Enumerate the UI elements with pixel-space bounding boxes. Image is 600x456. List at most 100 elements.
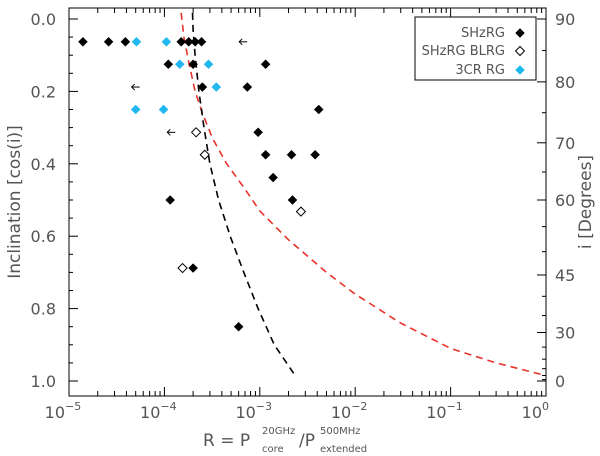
y-left-tick-label: 0.8 [31, 300, 56, 319]
filled-diamond-marker [163, 59, 174, 70]
x-tick-label-exponent: −3 [256, 400, 272, 413]
upper-limit-arrow-head [130, 83, 136, 91]
filled-diamond-marker [78, 36, 88, 47]
x-tick-label-base: 10 [45, 403, 65, 422]
legend-marker-shzrg [515, 28, 525, 38]
y-right-tick-label: 70 [555, 134, 575, 153]
filled-diamond-marker [158, 104, 169, 115]
x-tick-labels: 10 −5 10 −4 10 −3 10 −2 10 −1 10 0 [45, 400, 549, 422]
filled-diamond-marker [176, 36, 187, 47]
filled-diamond-marker [161, 36, 172, 47]
legend-marker-shzrg-blrg [514, 45, 526, 57]
upper-limit-arrow [166, 128, 176, 136]
x-tick-label-exponent: −5 [65, 400, 81, 413]
filled-diamond-marker [188, 263, 198, 273]
axis-ticks [68, 8, 547, 396]
x-tick-label-exponent: −1 [447, 400, 463, 413]
x-tick-label-exponent: −2 [351, 400, 367, 413]
legend-label-shzrg-blrg: SHzRG BLRG [422, 44, 505, 59]
x-title-prefix: R = P [203, 431, 250, 451]
x-tick-label-base: 10 [140, 403, 160, 422]
open-diamond-marker [295, 206, 307, 217]
y-right-tick-label: 90 [555, 10, 575, 29]
filled-diamond-marker [287, 195, 298, 205]
x-tick-label: 10 −4 [140, 400, 177, 422]
y-right-axis-title: i [Degrees] [576, 155, 596, 249]
data-points [78, 36, 324, 332]
y-left-tick-label: 1.0 [31, 372, 56, 391]
filled-diamond-marker [196, 36, 207, 47]
filled-diamond-marker [130, 104, 141, 115]
upper-limit-arrow-head [238, 38, 243, 46]
series-3cr-rg [130, 36, 222, 115]
y-left-tick-label: 0.4 [31, 155, 56, 174]
y-right-tick-label: 0 [555, 372, 565, 391]
filled-diamond-marker [260, 149, 271, 160]
filled-diamond-marker [260, 59, 271, 70]
x-title-ext-sup: 500MHz [320, 426, 360, 437]
upper-limit-arrows [130, 38, 248, 136]
upper-limit-arrow-head [166, 128, 171, 136]
x-tick-label-base: 10 [522, 403, 542, 422]
filled-diamond-marker [211, 82, 222, 92]
open-diamond-marker [190, 127, 202, 138]
x-title-slash: /P [299, 431, 315, 451]
filled-diamond-marker [188, 59, 198, 70]
x-tick-label: 10 −3 [235, 400, 272, 422]
x-axis-title: R = P 20GHz core /P 500MHz extended [203, 426, 367, 455]
upper-limit-arrow [130, 83, 140, 91]
x-tick-label-exponent: −4 [160, 400, 176, 413]
x-title-ext-sub: extended [320, 444, 367, 455]
filled-diamond-marker [242, 82, 253, 92]
y-right-tick-label: 60 [555, 191, 575, 210]
y-left-tick-label: 0.2 [31, 82, 56, 101]
filled-diamond-marker [253, 127, 263, 138]
filled-diamond-marker [165, 195, 176, 205]
model-curves [179, 8, 546, 378]
x-tick-label: 10 −1 [426, 400, 463, 422]
y-right-tick-labels: 90 80 70 60 45 30 0 [555, 10, 575, 391]
x-title-core-sup: 20GHz [262, 426, 295, 437]
x-tick-label-base: 10 [426, 403, 446, 422]
filled-diamond-marker [268, 172, 278, 183]
open-diamond-marker [177, 262, 188, 274]
filled-diamond-marker [131, 36, 142, 47]
y-left-tick-labels: 0.0 0.2 0.4 0.6 0.8 1.0 [31, 10, 56, 391]
legend: SHzRG SHzRG BLRG 3CR RG [414, 16, 537, 81]
plot-frame [68, 7, 547, 397]
y-left-tick-label: 0.0 [31, 10, 56, 29]
series-shzrg [78, 36, 324, 332]
legend-label-shzrg: SHzRG [461, 26, 505, 41]
filled-diamond-marker [174, 59, 185, 70]
upper-limit-arrow [238, 38, 248, 46]
series-shzrg-blrg [177, 127, 307, 274]
filled-diamond-marker [197, 82, 208, 92]
open-diamond-marker [199, 149, 210, 160]
filled-diamond-marker [310, 149, 320, 160]
filled-diamond-marker [203, 59, 214, 70]
x-tick-label-exponent: 0 [542, 400, 549, 413]
x-tick-label: 10 0 [522, 400, 549, 422]
legend-label-3cr-rg: 3CR RG [455, 63, 505, 78]
y-left-tick-label: 0.6 [31, 227, 56, 246]
x-tick-label-base: 10 [235, 403, 255, 422]
y-right-tick-label: 30 [555, 324, 575, 343]
red-dashed-model [179, 8, 546, 377]
filled-diamond-marker [183, 36, 194, 47]
filled-diamond-marker [286, 149, 297, 160]
y-left-axis-title: Inclination [cos(i)] [5, 125, 25, 279]
y-right-tick-label: 80 [555, 73, 575, 92]
x-tick-label: 10 −2 [331, 400, 368, 422]
y-right-tick-label: 45 [555, 266, 575, 285]
filled-diamond-marker [190, 36, 200, 47]
legend-marker-3cr-rg [515, 65, 525, 75]
x-tick-label-base: 10 [331, 403, 351, 422]
x-title-core-sub: core [262, 444, 284, 455]
filled-diamond-marker [233, 321, 244, 332]
x-tick-label: 10 −5 [45, 400, 82, 422]
legend-markers [514, 28, 526, 75]
black-dashed-model [191, 8, 298, 378]
filled-diamond-marker [103, 36, 114, 47]
filled-diamond-marker [120, 36, 131, 47]
